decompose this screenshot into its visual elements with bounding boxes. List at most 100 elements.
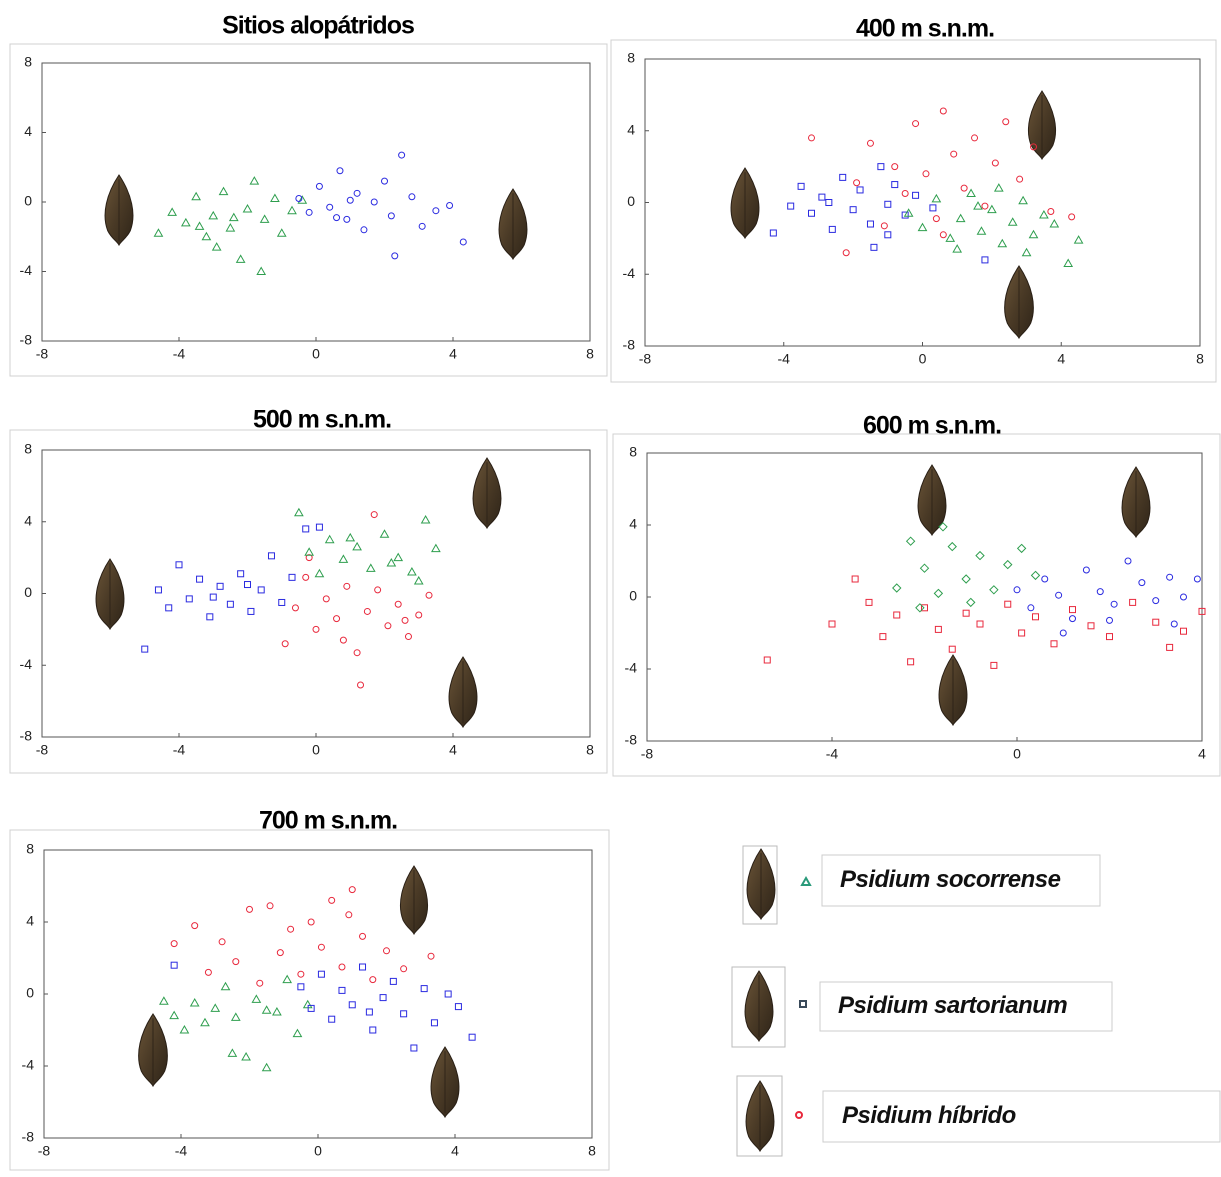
y-tick-label: -4 <box>625 660 638 676</box>
x-tick-label: 4 <box>449 742 457 758</box>
x-tick-label: -8 <box>641 746 654 762</box>
point <box>383 947 390 955</box>
point <box>353 649 361 657</box>
y-tick-label: 0 <box>629 588 637 604</box>
point <box>932 215 940 223</box>
point <box>966 597 976 608</box>
point <box>912 191 920 199</box>
point <box>326 203 334 211</box>
point <box>201 231 212 241</box>
x-tick-label: -8 <box>36 346 49 362</box>
point <box>866 139 874 147</box>
point <box>339 636 347 644</box>
point <box>976 226 987 235</box>
point <box>808 209 815 217</box>
point <box>997 238 1008 248</box>
point <box>345 911 353 919</box>
point <box>907 658 915 666</box>
point <box>981 256 989 264</box>
point <box>357 681 365 689</box>
point <box>211 242 222 251</box>
x-tick-label: -4 <box>826 746 839 762</box>
point <box>931 193 942 203</box>
point <box>256 266 267 275</box>
point <box>400 1010 408 1018</box>
point <box>398 151 406 159</box>
x-tick-label: 0 <box>312 346 320 362</box>
point <box>292 1028 303 1038</box>
point <box>1002 118 1010 126</box>
point <box>305 554 313 562</box>
point <box>1007 217 1018 226</box>
point <box>328 1015 336 1023</box>
panel-frame <box>9 829 610 1171</box>
point <box>389 977 397 985</box>
point <box>272 1006 282 1016</box>
point <box>799 1000 807 1008</box>
point <box>352 541 362 551</box>
y-tick-label: 8 <box>627 50 635 66</box>
plot-area <box>43 849 593 1139</box>
point <box>210 1003 221 1012</box>
point <box>828 225 836 233</box>
point <box>1166 573 1174 581</box>
point <box>324 534 335 544</box>
point <box>459 238 467 246</box>
y-tick-label: 4 <box>629 516 637 532</box>
point <box>446 201 454 209</box>
point <box>948 645 956 653</box>
point <box>929 204 937 212</box>
point <box>950 150 958 158</box>
panel-frame <box>612 433 1221 777</box>
point <box>468 1033 476 1041</box>
point <box>866 220 874 228</box>
y-tick-label: 8 <box>629 444 637 460</box>
point <box>315 182 323 190</box>
point <box>1003 559 1013 570</box>
point <box>346 196 354 204</box>
point <box>1180 627 1187 635</box>
point <box>922 170 930 178</box>
point <box>966 188 976 198</box>
point <box>400 965 408 973</box>
point <box>865 598 873 606</box>
y-tick-label: -4 <box>623 265 636 281</box>
point <box>288 573 296 581</box>
point <box>291 604 299 612</box>
point <box>1047 207 1055 215</box>
point <box>961 574 971 584</box>
point <box>1180 593 1187 601</box>
plot-area <box>41 449 591 738</box>
point <box>246 905 253 913</box>
point <box>975 550 985 561</box>
point <box>287 205 297 215</box>
point <box>939 231 947 239</box>
point <box>1021 247 1032 257</box>
point <box>235 254 246 263</box>
point <box>981 202 989 210</box>
point <box>276 228 287 237</box>
panel-frame <box>9 429 608 774</box>
y-tick-label: 0 <box>24 193 32 209</box>
point <box>338 986 346 994</box>
point <box>317 970 325 978</box>
legend-label: Psidium socorrense <box>840 866 1061 893</box>
point <box>1049 219 1060 228</box>
point <box>297 983 305 991</box>
point <box>226 600 234 608</box>
legend-box <box>822 1090 1221 1143</box>
point <box>302 525 310 533</box>
point <box>973 201 983 210</box>
point <box>374 586 382 594</box>
point <box>808 134 815 142</box>
x-tick-label: 4 <box>1057 351 1065 367</box>
point <box>431 543 441 553</box>
point <box>960 184 968 192</box>
point <box>180 217 191 227</box>
legend-box <box>821 854 1101 907</box>
point <box>249 176 260 185</box>
point <box>987 204 997 214</box>
y-tick-label: 4 <box>26 913 34 929</box>
point <box>432 207 440 215</box>
point <box>159 996 169 1005</box>
